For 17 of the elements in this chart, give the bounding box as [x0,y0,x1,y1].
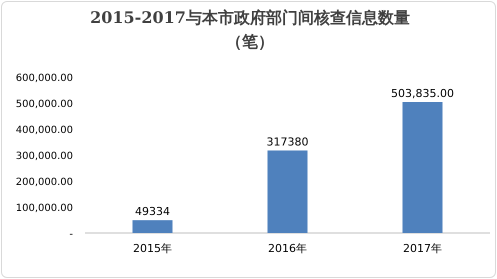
x-tick-label: 2015年 [133,242,172,255]
bar [268,150,308,233]
data-label: 317380 [266,135,308,148]
y-tick-label: 100,000.00 [16,203,73,214]
y-tick-label: 200,000.00 [16,177,73,188]
data-label: 49334 [135,205,170,218]
bar [132,220,172,233]
y-tick-label: - [69,229,74,240]
data-label: 503,835.00 [391,87,454,100]
y-tick-label: 300,000.00 [16,151,73,162]
y-tick-label: 400,000.00 [16,125,73,136]
x-tick-label: 2017年 [403,242,442,255]
y-tick-label: 600,000.00 [16,73,73,84]
y-tick-label: 500,000.00 [16,99,73,110]
bar [402,102,442,233]
chart-title: 2015-2017与本市政府部门间核查信息数量（笔） [89,7,411,53]
x-tick-label: 2016年 [268,242,307,255]
